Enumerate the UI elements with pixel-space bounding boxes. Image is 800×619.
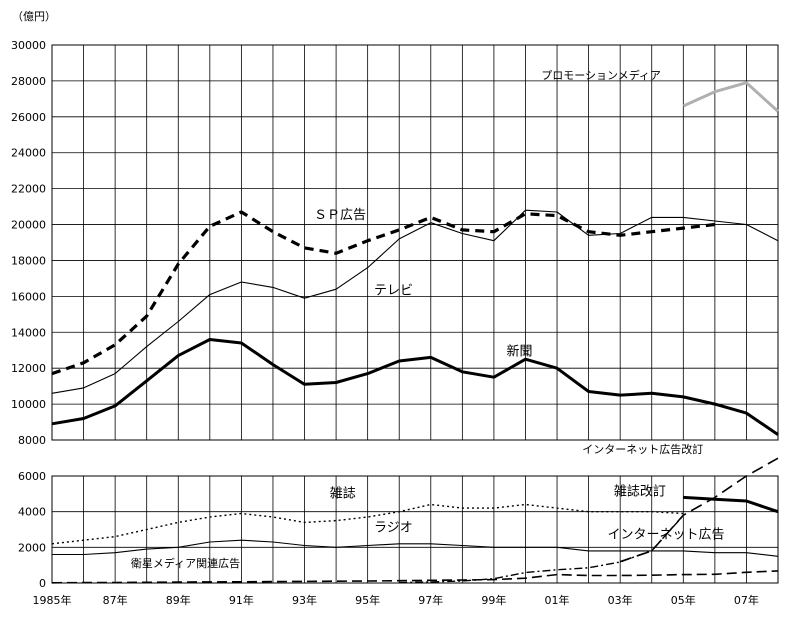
series-line — [51, 210, 716, 376]
x-tick-label: 89年 — [166, 593, 191, 607]
series-label: 雑誌 — [330, 485, 356, 501]
upper-panel-frame — [51, 44, 779, 441]
y-tick-label: 0 — [39, 577, 46, 590]
y-tick-label: 26000 — [11, 111, 46, 124]
x-tick-label: 05年 — [671, 593, 696, 607]
x-tick-label: 99年 — [481, 593, 506, 607]
series-label: プロモーションメディア — [541, 68, 661, 82]
x-tick-label: 95年 — [355, 593, 380, 607]
series-label: 衛星メディア関連広告 — [131, 556, 240, 570]
y-tick-label: 30000 — [11, 39, 46, 52]
x-tick-label: 93年 — [292, 593, 317, 607]
series-label: ラジオ — [374, 520, 413, 535]
y-tick-label: 28000 — [11, 75, 46, 88]
y-tick-label: 16000 — [11, 290, 46, 303]
y-tick-label: 2000 — [18, 541, 46, 554]
series-line — [52, 539, 779, 557]
series-line — [683, 495, 779, 514]
y-tick-label: 10000 — [11, 398, 46, 411]
y-tick-label: 6000 — [18, 470, 46, 483]
series-label: インターネット広告 — [608, 527, 725, 542]
series-label: インターネット広告改訂 — [582, 442, 703, 456]
y-tick-label: 24000 — [11, 147, 46, 160]
series-label: ＳＰ広告 — [314, 208, 366, 223]
x-tick-label: 03年 — [608, 593, 633, 607]
series-line — [399, 515, 684, 584]
series-label: テレビ — [374, 284, 413, 299]
series-label: 新聞 — [507, 344, 533, 360]
y-tick-label: 14000 — [11, 326, 46, 339]
series — [51, 81, 780, 584]
unit-label: （億円） — [12, 10, 56, 23]
series-line — [51, 209, 779, 394]
axes: 8000100001200014000160001800020000220002… — [11, 39, 779, 607]
x-tick-label: 1985年 — [33, 593, 72, 607]
x-tick-label: 97年 — [418, 593, 443, 607]
series-line — [619, 457, 779, 563]
y-tick-label: 18000 — [11, 254, 46, 267]
y-tick-label: 22000 — [11, 183, 46, 196]
series-line — [682, 81, 780, 113]
grid — [51, 44, 779, 584]
y-tick-label: 12000 — [11, 362, 46, 375]
lower-panel-frame — [51, 475, 779, 584]
y-tick-label: 8000 — [18, 434, 46, 447]
y-tick-label: 20000 — [11, 219, 46, 232]
x-tick-label: 87年 — [103, 593, 128, 607]
series-line — [51, 338, 779, 436]
series-line — [51, 570, 779, 584]
y-tick-label: 4000 — [18, 506, 46, 519]
x-tick-label: 07年 — [734, 593, 759, 607]
x-tick-label: 01年 — [545, 593, 570, 607]
x-tick-label: 91年 — [229, 593, 254, 607]
series-label: 雑誌改訂 — [614, 484, 666, 500]
series-line — [51, 503, 684, 545]
